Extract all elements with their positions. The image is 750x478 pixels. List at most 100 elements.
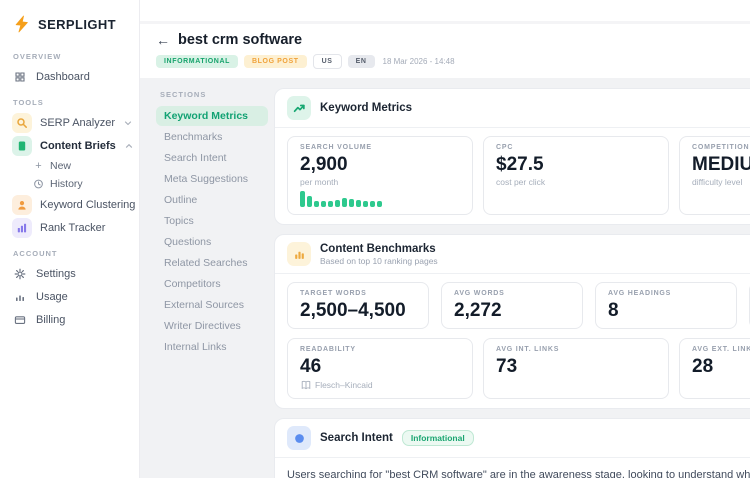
stat-value: 28 <box>692 356 714 377</box>
section-item-writer-directives[interactable]: Writer Directives <box>164 320 241 332</box>
sidebar-item-label: Content Briefs <box>40 139 116 152</box>
sections-nav: SECTIONS Keyword Metrics Benchmarks Search… <box>156 88 268 478</box>
keyword-metrics-panel: Keyword Metrics SEARCH VOLUME 2,900 per … <box>274 88 750 225</box>
stat-card-competition: COMPETITION MEDIUM difficulty level <box>679 136 750 215</box>
sidebar-item-label: Billing <box>36 313 66 326</box>
section-item-topics[interactable]: Topics <box>164 215 194 227</box>
badge-blog-post: BLOG POST <box>244 55 307 68</box>
stat-label: COMPETITION <box>692 144 750 151</box>
logo-text: SERPLIGHT <box>38 16 116 32</box>
intent-badge: Informational <box>401 430 474 446</box>
stat-value: 2,500–4,500 <box>300 300 406 321</box>
main-area: ← best crm software INFORMATIONAL BLOG PO… <box>140 0 750 478</box>
grid-icon <box>12 67 28 87</box>
section-item-keyword-metrics[interactable]: Keyword Metrics <box>156 106 268 126</box>
stat-value: 73 <box>496 356 518 377</box>
stat-sub: cost per click <box>496 177 546 187</box>
stat-card-cpc: CPC $27.5 cost per click <box>483 136 669 215</box>
stat-label: AVG HEADINGS <box>608 290 672 297</box>
bars-icon <box>12 217 32 238</box>
sidebar-item-settings[interactable]: Settings <box>0 262 139 285</box>
topbar <box>140 0 750 24</box>
section-item-internal-links[interactable]: Internal Links <box>164 341 227 353</box>
stat-value: 46 <box>300 356 322 377</box>
sidebar-item-keyword-clustering[interactable]: Keyword Clustering <box>0 193 152 216</box>
stat-sub: Flesch–Kincaid <box>300 379 460 391</box>
stat-card-readability: READABILITY 46 Flesch–Kincaid <box>287 338 473 399</box>
chevron-up-icon[interactable] <box>124 141 134 151</box>
stat-card-avg-words: AVG WORDS 2,272 <box>441 282 583 329</box>
stat-label: AVG INT. LINKS <box>496 346 560 353</box>
sidebar-item-serp-analyzer[interactable]: SERP Analyzer <box>0 111 139 134</box>
panels-column: Keyword Metrics SEARCH VOLUME 2,900 per … <box>274 88 750 478</box>
section-item-meta-suggestions[interactable]: Meta Suggestions <box>164 173 249 185</box>
logo[interactable]: SERPLIGHT <box>0 10 139 42</box>
stat-value: $27.5 <box>496 154 544 175</box>
stat-card-target-words: TARGET WORDS 2,500–4,500 <box>287 282 429 329</box>
search-intent-panel: Search Intent Informational Users search… <box>274 418 750 478</box>
sidebar-item-label: Rank Tracker <box>40 221 106 234</box>
sidebar: SERPLIGHT OVERVIEW Dashboard TOOLS SERP … <box>0 0 152 478</box>
badge-informational: INFORMATIONAL <box>156 55 238 68</box>
sidebar-group-account: ACCOUNT Settings Usage Billing <box>0 239 139 331</box>
section-item-search-intent[interactable]: Search Intent <box>164 152 227 164</box>
sidebar-group-label: ACCOUNT <box>13 249 58 258</box>
usage-icon <box>12 287 28 307</box>
benchmarks-subtitle: Based on top 10 ranking pages <box>320 255 438 266</box>
person-icon <box>12 194 32 215</box>
sidebar-group-overview: OVERVIEW Dashboard <box>0 42 139 88</box>
page-header: ← best crm software INFORMATIONAL BLOG PO… <box>140 24 750 78</box>
chevron-down-icon[interactable] <box>123 118 133 128</box>
timestamp: 18 Mar 2026 - 14:48 <box>382 57 455 66</box>
stat-value: 2,900 <box>300 154 348 175</box>
sidebar-item-label: Usage <box>36 290 68 303</box>
sidebar-item-content-briefs[interactable]: Content Briefs <box>0 134 139 157</box>
benchmarks-title: Content Benchmarks <box>320 242 436 255</box>
intent-circle-icon <box>287 426 311 450</box>
sidebar-item-dashboard[interactable]: Dashboard <box>0 65 139 88</box>
lightning-logo-icon <box>12 14 32 34</box>
sidebar-subitem-new[interactable]: + New <box>0 157 139 175</box>
sidebar-subitem-history[interactable]: History <box>0 175 139 193</box>
stat-sub: difficulty level <box>692 177 743 187</box>
back-button[interactable]: ← <box>156 32 170 48</box>
book-icon <box>300 379 312 391</box>
section-item-questions[interactable]: Questions <box>164 236 212 248</box>
section-item-external-sources[interactable]: External Sources <box>164 299 244 311</box>
stat-value: 2,272 <box>454 300 502 321</box>
page-title: best crm software <box>178 32 303 48</box>
badge-en: EN <box>347 55 375 68</box>
badge-row: INFORMATIONAL BLOG POST US EN 18 Mar 2026 - … <box>156 54 734 69</box>
section-item-related-searches[interactable]: Related Searches <box>164 257 248 269</box>
card-icon <box>12 310 28 330</box>
bar-chart-icon <box>287 242 311 266</box>
badge-us: US <box>312 54 342 69</box>
section-item-benchmarks[interactable]: Benchmarks <box>164 131 223 143</box>
stat-card-avg-headings: AVG HEADINGS 8 <box>595 282 737 329</box>
stat-card-avg-int-links: AVG INT. LINKS 73 <box>483 338 669 399</box>
stat-value: 8 <box>608 300 619 321</box>
sidebar-subitem-label: New <box>50 160 72 172</box>
sidebar-item-billing[interactable]: Billing <box>0 308 139 331</box>
doc-icon <box>12 135 32 156</box>
section-item-competitors[interactable]: Competitors <box>164 278 221 290</box>
gear-icon <box>12 264 28 284</box>
intent-text-line: Users searching for "best CRM software" … <box>287 469 750 478</box>
stat-label: TARGET WORDS <box>300 290 367 297</box>
stat-card-avg-ext-links: AVG EXT. LINKS 28 <box>679 338 750 399</box>
plus-icon: + <box>35 160 42 172</box>
stat-label: CPC <box>496 144 514 151</box>
trend-up-icon <box>287 96 311 120</box>
section-item-outline[interactable]: Outline <box>164 194 198 206</box>
search-volume-sparkline <box>300 191 460 207</box>
sidebar-group-label: TOOLS <box>13 98 44 107</box>
content: SECTIONS Keyword Metrics Benchmarks Search… <box>140 78 750 478</box>
clock-icon <box>33 179 44 190</box>
sidebar-item-label: SERP Analyzer <box>40 116 116 129</box>
sidebar-item-label: Dashboard <box>36 70 90 83</box>
sidebar-item-usage[interactable]: Usage <box>0 285 139 308</box>
sidebar-item-rank-tracker[interactable]: Rank Tracker <box>0 216 139 239</box>
search-intent-title: Search Intent <box>320 432 393 444</box>
sidebar-group-tools: TOOLS SERP Analyzer Content Briefs + New <box>0 88 152 239</box>
stat-card-search-volume: SEARCH VOLUME 2,900 per month <box>287 136 473 215</box>
